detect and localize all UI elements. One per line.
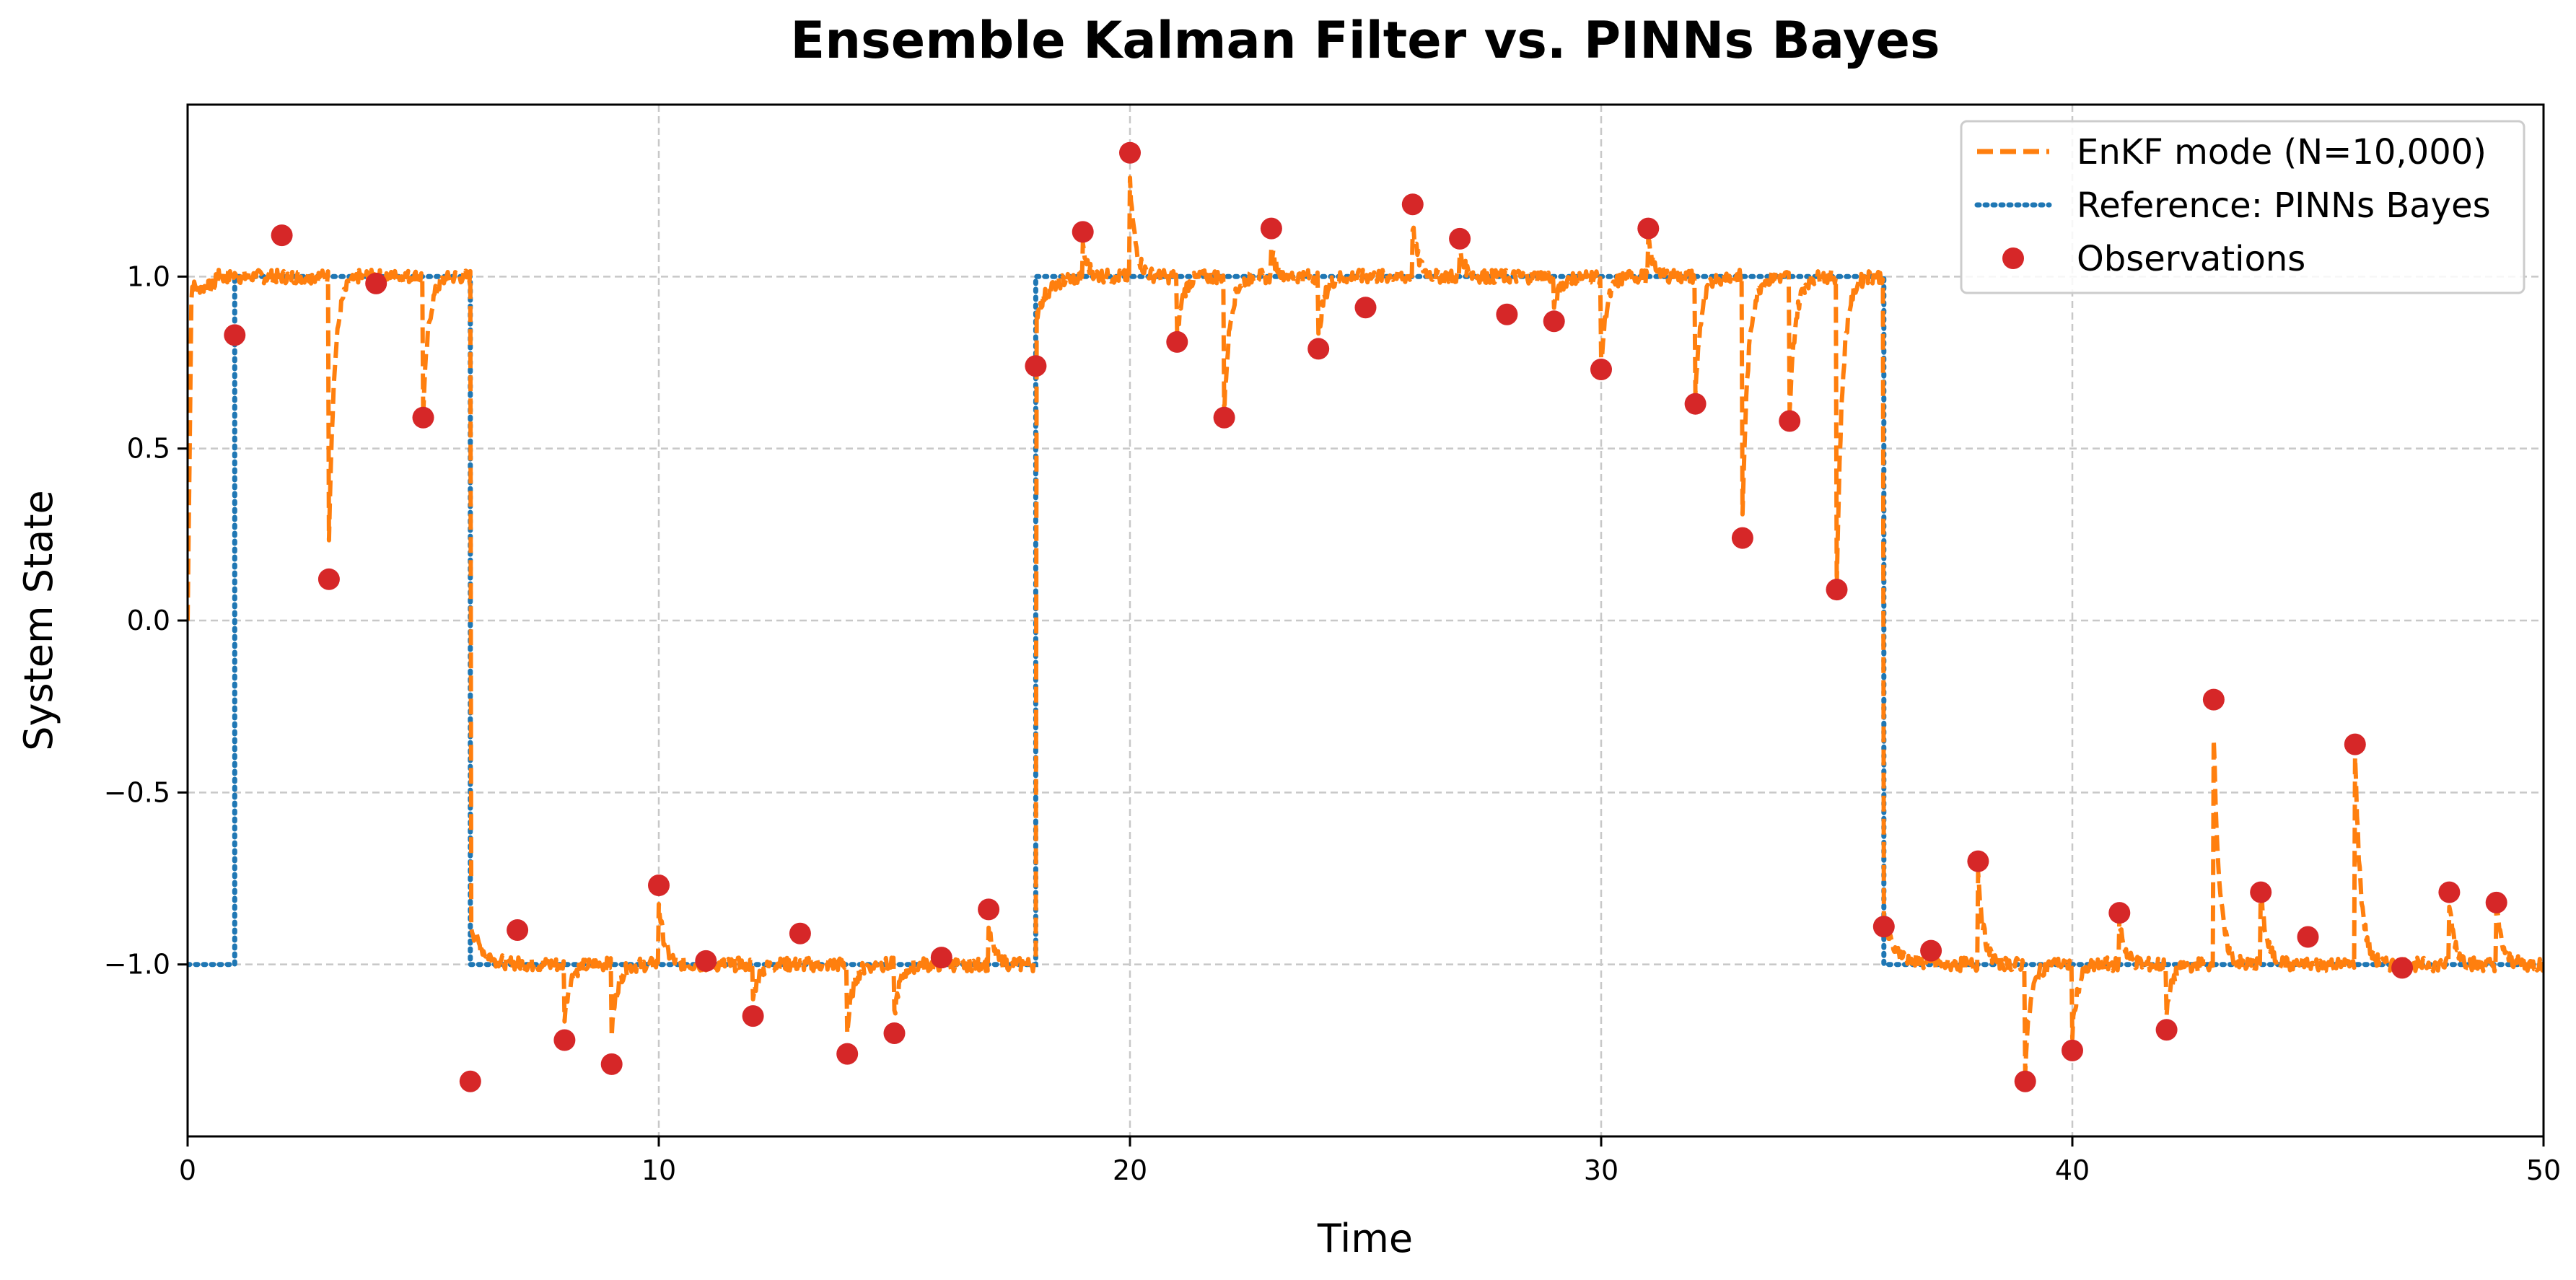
- observation-point: [1260, 217, 1282, 240]
- observation-point: [459, 1070, 481, 1092]
- observation-point: [507, 919, 529, 941]
- observation-point: [600, 1053, 623, 1075]
- observation-point: [2250, 881, 2272, 903]
- observation-point: [1920, 939, 1942, 962]
- observation-point: [695, 950, 717, 972]
- observation-point: [412, 406, 434, 429]
- observation-markers: [224, 141, 2507, 1092]
- x-tick-label: 0: [179, 1154, 196, 1186]
- chart-title: Ensemble Kalman Filter vs. PINNs Bayes: [790, 11, 1940, 70]
- observation-point: [930, 947, 952, 969]
- observation-point: [2014, 1070, 2036, 1092]
- observation-point: [2297, 926, 2319, 948]
- y-axis-label: System State: [16, 490, 61, 750]
- x-tick-label: 30: [1584, 1154, 1618, 1186]
- observation-point: [789, 922, 811, 944]
- observation-point: [2485, 891, 2507, 913]
- legend-observations-marker: [2002, 247, 2024, 269]
- observation-point: [1731, 527, 1753, 549]
- y-tick-label: 0.5: [127, 433, 170, 465]
- observation-point: [1637, 217, 1660, 240]
- observation-point: [742, 1005, 764, 1027]
- observation-point: [317, 568, 340, 590]
- observation-point: [836, 1043, 859, 1065]
- observation-point: [1590, 359, 1612, 381]
- observation-point: [2202, 688, 2225, 711]
- observation-point: [2391, 957, 2414, 979]
- x-tick-label: 50: [2526, 1154, 2561, 1186]
- observation-point: [1779, 410, 1801, 432]
- y-tick-label: 1.0: [127, 260, 170, 292]
- observation-point: [1401, 193, 1424, 216]
- observation-point: [1166, 330, 1188, 353]
- legend: EnKF mode (N=10,000) Reference: PINNs Bay…: [1960, 120, 2525, 294]
- x-tick-label: 40: [2055, 1154, 2090, 1186]
- observation-point: [2438, 881, 2461, 903]
- observation-point: [2155, 1019, 2178, 1041]
- observation-point: [648, 874, 670, 897]
- observation-point: [2062, 1039, 2083, 1061]
- observation-point: [1449, 227, 1471, 250]
- observation-point: [1354, 297, 1377, 319]
- observation-point: [224, 324, 246, 346]
- legend-reference-label: Reference: PINNs Bayes: [2077, 185, 2491, 226]
- x-tick-label: 10: [641, 1154, 676, 1186]
- observation-point: [271, 224, 293, 247]
- observation-point: [1826, 579, 1848, 601]
- legend-enkf-label: EnKF mode (N=10,000): [2077, 132, 2487, 172]
- observation-point: [1025, 355, 1047, 377]
- x-tick-label: 20: [1113, 1154, 1147, 1186]
- observation-point: [365, 272, 387, 294]
- observation-point: [2344, 733, 2366, 755]
- series-lines: [188, 175, 2544, 1075]
- y-tick-label: 0.0: [127, 605, 170, 636]
- observation-point: [1213, 406, 1235, 429]
- y-tick-label: −0.5: [104, 776, 170, 808]
- legend-observations-label: Observations: [2077, 239, 2305, 279]
- observation-point: [1496, 303, 1518, 325]
- observation-point: [2108, 902, 2131, 924]
- axis-ticks: 0 10 20 30 40 50 −1.0 −0.5 0.0 0.5 1.0: [104, 260, 2561, 1186]
- observation-point: [978, 898, 1000, 921]
- observation-point: [1684, 393, 1707, 415]
- observation-point: [883, 1022, 906, 1044]
- observation-point: [1967, 850, 1989, 872]
- legend-box: [1960, 120, 2525, 294]
- enkf-series-line: [188, 175, 2544, 1075]
- observation-point: [1872, 916, 1895, 938]
- observation-point: [1072, 221, 1094, 243]
- observation-point: [1307, 338, 1330, 360]
- observation-point: [1119, 141, 1141, 164]
- observation-point: [553, 1029, 576, 1051]
- x-axis-label: Time: [1317, 1216, 1413, 1261]
- y-tick-label: −1.0: [104, 949, 170, 981]
- observation-point: [1543, 310, 1565, 333]
